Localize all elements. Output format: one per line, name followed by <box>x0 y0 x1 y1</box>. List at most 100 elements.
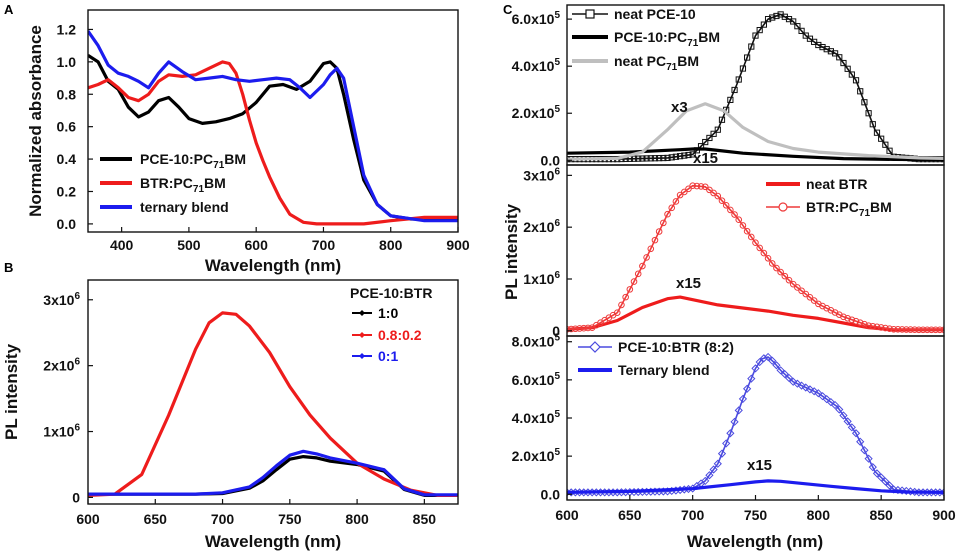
panel-a-x-axis-label: Wavelength (nm) <box>205 256 341 275</box>
panel-c-top-y-tick-label: 0.0 <box>541 152 561 168</box>
panel-b-y-axis-label: PL intensity <box>2 343 21 440</box>
panel-c-top-marker-neat-pce-10 <box>727 96 734 104</box>
panel-c-middle-marker-btr-pc71bm <box>622 293 629 301</box>
panel-c-top-marker-neat-pce-10 <box>656 155 663 162</box>
panel-c-top-marker-neat-pce-10 <box>815 41 822 49</box>
panel-c-middle-marker-btr-pc71bm <box>664 210 671 218</box>
panel-c-middle-marker-btr-pc71bm <box>936 326 944 334</box>
panel-c-top-marker-neat-pce-10 <box>639 155 646 162</box>
panel-c-middle-marker-btr-pc71bm <box>613 309 621 316</box>
panel-c-bottom-marker-pce-10-btr-8-2 <box>734 406 743 415</box>
panel-c-bottom-series-group <box>567 352 944 497</box>
panel-c-middle-legend-label: neat BTR <box>806 176 867 192</box>
panel-c-bottom-marker-pce-10-btr-8-2 <box>751 364 760 373</box>
panel-c-bottom-marker-pce-10-btr-8-2 <box>872 469 882 478</box>
panel-c-top-marker-neat-pce-10 <box>706 134 713 142</box>
panel-c-middle-marker-btr-pc71bm <box>873 323 881 331</box>
panel-c-top-marker-neat-pce-10 <box>651 155 659 162</box>
panel-b-series-line-0-1 <box>88 449 458 497</box>
panel-c-bottom-marker-pce-10-btr-8-2 <box>835 405 844 414</box>
panel-letter-c: C <box>503 2 513 17</box>
panel-c-top-legend-label: PCE-10:PC71BM <box>614 29 720 49</box>
panel-c-middle-marker-btr-pc71bm <box>903 326 910 333</box>
panel-c-middle-marker-btr-pc71bm <box>748 233 755 241</box>
panel-c-middle-marker-btr-pc71bm <box>861 320 868 328</box>
panel-c-middle-marker-btr-pc71bm <box>777 268 784 276</box>
panel-a-legend: PCE-10:PC71BM BTR:PC71BM ternary blend <box>100 151 246 215</box>
panel-c-bottom-marker-pce-10-btr-8-2 <box>793 379 802 388</box>
panel-c-bottom-marker-pce-10-btr-8-2 <box>743 384 752 393</box>
panel-c-middle-marker-btr-pc71bm <box>685 185 692 193</box>
panel-c-top-marker-neat-pce-10 <box>630 155 638 162</box>
panel-c-top-marker-neat-pce-10 <box>752 32 759 39</box>
panel-a-y-tick-label: 0.4 <box>57 151 77 167</box>
panel-c-middle-marker-btr-pc71bm <box>789 280 797 288</box>
panel-c-bottom-marker-pce-10-btr-8-2 <box>826 398 836 407</box>
panel-c-bottom-marker-pce-10-btr-8-2 <box>860 446 869 455</box>
panel-a-legend-label: BTR:PC71BM <box>140 175 226 195</box>
panel-b-legend-title: PCE-10:BTR <box>350 285 432 301</box>
panel-c-middle-marker-btr-pc71bm <box>626 286 634 293</box>
panel-c-bottom-marker-pce-10-btr-8-2 <box>763 352 773 362</box>
panel-c-top-marker-neat-pce-10 <box>878 135 885 142</box>
panel-b-legend-label: 1:0 <box>378 305 398 321</box>
panel-c-top-marker-neat-pce-10 <box>710 130 717 137</box>
panel-c-middle-marker-btr-pc71bm <box>643 254 650 261</box>
panel-c-middle-marker-btr-pc71bm <box>798 287 805 295</box>
panel-c-middle-legend-label: BTR:PC71BM <box>806 199 892 219</box>
panel-c-middle-marker-btr-pc71bm <box>655 228 663 235</box>
panel-c-middle-marker-btr-pc71bm <box>869 322 877 330</box>
panel-c-middle-marker-btr-pc71bm <box>856 319 864 327</box>
panel-b-series-group <box>88 311 458 497</box>
panel-c-top-marker-neat-pce-10 <box>790 18 797 25</box>
panel-c-top-series-line-pce-10-pc71bm <box>567 147 944 162</box>
panel-c-middle-series-group <box>567 182 944 334</box>
panel-c-top-legend-marker <box>585 9 595 19</box>
panel-c-bottom-marker-pce-10-btr-8-2 <box>839 411 848 420</box>
panel-c-middle-marker-btr-pc71bm <box>634 270 642 278</box>
panel-b-pl-chart: 600 650 700 750 800 850 0 1x106 2x106 3x106 Wavel… <box>2 279 459 551</box>
panel-c-top-marker-neat-pce-10 <box>840 59 847 67</box>
panel-c-bottom-marker-pce-10-btr-8-2 <box>713 459 722 468</box>
panel-c-top-marker-neat-pce-10 <box>873 129 881 136</box>
panel-b-frame <box>87 279 459 505</box>
panel-c-middle-y-tick-label: 2x106 <box>523 218 560 235</box>
panel-c-bottom-marker-pce-10-btr-8-2 <box>789 377 798 386</box>
panel-c-middle-marker-btr-pc71bm <box>940 326 944 334</box>
panel-c-middle-marker-btr-pc71bm <box>756 244 763 252</box>
panel-c-ticks: 0.0 2.0x105 4.0x105 6.0x105 0 1x106 2x106 3x106… <box>512 10 956 523</box>
panel-b-x-tick-label: 700 <box>211 511 235 527</box>
panel-c-top-marker-neat-pce-10 <box>852 77 860 84</box>
panel-c-middle-marker-btr-pc71bm <box>701 183 709 191</box>
panel-c-top-marker-neat-pce-10 <box>643 155 650 162</box>
panel-c-middle-marker-btr-pc71bm <box>743 227 751 235</box>
panel-c-middle-marker-btr-pc71bm <box>660 219 667 227</box>
panel-c-bottom-marker-pce-10-btr-8-2 <box>776 366 785 375</box>
panel-c-top-marker-neat-pce-10 <box>886 147 893 154</box>
panel-a-x-tick-label: 800 <box>379 237 403 253</box>
panel-c-middle-marker-btr-pc71bm <box>567 325 575 333</box>
panel-c-top-marker-neat-pce-10 <box>857 88 864 95</box>
panel-a-x-tick-label: 600 <box>245 237 269 253</box>
panel-c-bottom-marker-pce-10-btr-8-2 <box>730 417 739 426</box>
panel-c-top-marker-neat-pce-10 <box>773 12 780 20</box>
panel-c-middle-marker-btr-pc71bm <box>639 262 646 270</box>
panel-c-top-marker-neat-pce-10 <box>739 65 747 72</box>
panel-c-middle-marker-btr-pc71bm <box>706 186 713 194</box>
panel-c-middle-marker-btr-pc71bm <box>651 236 659 244</box>
panel-c-bottom-legend-label: Ternary blend <box>618 362 710 378</box>
panel-c-bottom-marker-pce-10-btr-8-2 <box>805 385 815 394</box>
panel-c-bottom-x-tick-label: 750 <box>744 507 768 523</box>
panel-c-bottom-marker-pce-10-btr-8-2 <box>722 439 731 448</box>
panel-b-y-tick-label: 0 <box>72 489 80 505</box>
panel-c-middle-marker-btr-pc71bm <box>794 284 801 291</box>
panel-b-y-tick-label: 2x106 <box>43 357 80 374</box>
panel-c-middle-marker-btr-pc71bm <box>676 191 684 199</box>
panel-c-top-marker-neat-pce-10 <box>848 71 855 78</box>
panel-c-middle-marker-btr-pc71bm <box>923 326 931 334</box>
panel-a-y-tick-label: 1.0 <box>57 54 77 70</box>
panel-c-top-marker-neat-pce-10 <box>836 54 843 61</box>
panel-a-series-line-ternary-blend <box>88 30 458 223</box>
panel-c-bottom-x-tick-label: 700 <box>681 507 705 523</box>
panel-c-bottom-marker-pce-10-btr-8-2 <box>747 374 756 383</box>
